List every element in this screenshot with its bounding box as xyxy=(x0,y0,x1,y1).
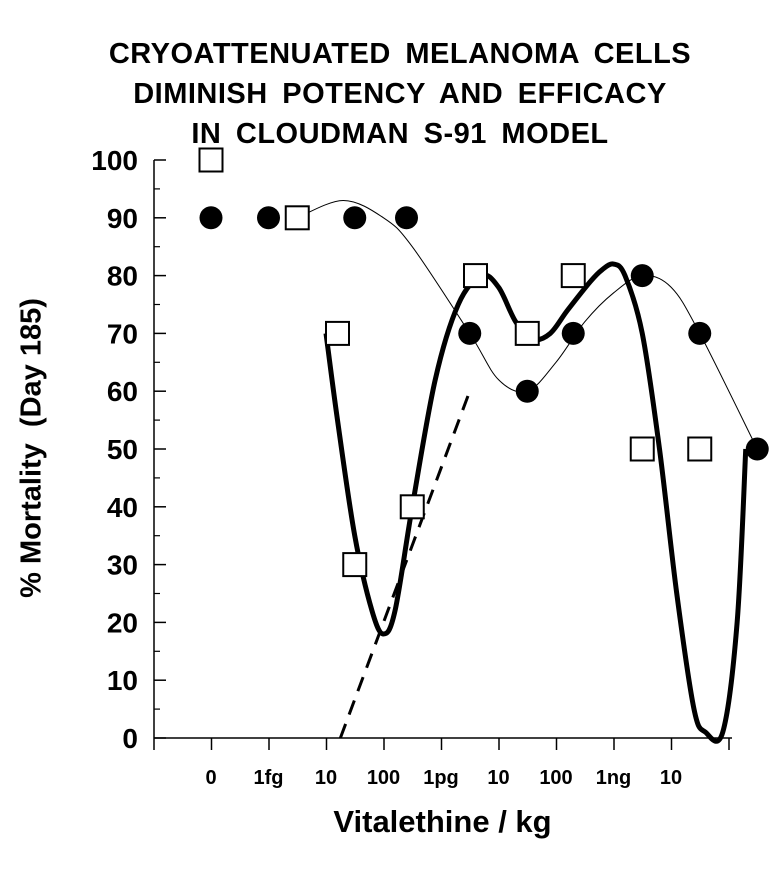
y-tick-label: 70 xyxy=(107,318,138,349)
filled-circle-marker xyxy=(199,206,223,230)
y-tick-label: 100 xyxy=(91,145,138,176)
filled-circle-marker xyxy=(745,437,769,461)
y-tick-label: 20 xyxy=(107,607,138,638)
y-tick-label: 0 xyxy=(122,723,138,754)
filled-circle-marker xyxy=(630,264,654,288)
y-tick-label: 60 xyxy=(107,376,138,407)
y-tick-label: 90 xyxy=(107,203,138,234)
open-square-marker xyxy=(399,494,425,520)
x-tick-label: 0 xyxy=(205,767,216,789)
y-axis-label: % Mortality (Day 185) xyxy=(15,298,48,598)
open-square-marker xyxy=(463,263,488,289)
x-axis-label: Vitalethine / kg xyxy=(333,804,552,839)
x-tick-label: 1pg xyxy=(423,767,459,789)
filled-circle-marker xyxy=(343,206,367,230)
x-tick-label: 100 xyxy=(367,767,400,789)
x-tick-label: 1fg xyxy=(254,767,284,789)
filled-circle-marker xyxy=(688,321,712,345)
filled-circle-marker xyxy=(257,206,280,230)
open-square-marker xyxy=(325,320,350,346)
y-tick-label: 40 xyxy=(107,492,138,523)
x-tick-label: 1ng xyxy=(596,767,632,789)
x-tick-label: 100 xyxy=(539,767,572,789)
y-tick-label: 50 xyxy=(107,434,138,465)
filled-circle-marker xyxy=(458,321,482,345)
open-square-marker xyxy=(687,436,713,462)
y-tick-label: 30 xyxy=(107,550,138,581)
title-line-3: IN CLOUDMAN S-91 MODEL xyxy=(191,118,609,150)
thin-fit-curve xyxy=(297,199,758,450)
open-square-marker xyxy=(560,263,586,289)
title-line-1: CRYOATTENUATED MELANOMA CELLS xyxy=(108,38,692,70)
y-tick-label: 10 xyxy=(107,665,138,696)
thick-fit-curve xyxy=(323,261,749,744)
filled-circle-marker xyxy=(395,206,418,230)
title-line-2: DIMINISH POTENCY AND EFFICACY xyxy=(133,78,667,110)
x-tick-label: 10 xyxy=(315,767,337,789)
open-square-marker xyxy=(284,205,310,231)
open-square-marker xyxy=(629,436,655,462)
chart-title: CRYOATTENUATED MELANOMA CELLS DIMINISH P… xyxy=(0,34,770,154)
open-square-marker xyxy=(198,147,224,173)
x-tick-label: 10 xyxy=(487,767,509,789)
filled-circle-marker xyxy=(561,321,585,345)
x-tick-label: 10 xyxy=(660,767,682,789)
filled-circle-marker xyxy=(515,379,539,403)
open-square-marker xyxy=(514,320,540,346)
dashed-extrapolation-line xyxy=(338,390,472,739)
open-square-marker xyxy=(342,552,368,578)
y-tick-label: 80 xyxy=(107,261,138,292)
